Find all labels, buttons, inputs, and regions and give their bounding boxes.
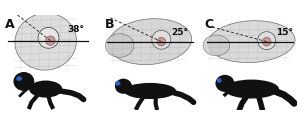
Ellipse shape bbox=[215, 75, 234, 92]
Ellipse shape bbox=[157, 37, 166, 46]
Ellipse shape bbox=[262, 37, 271, 46]
Text: B: B bbox=[104, 18, 114, 31]
Ellipse shape bbox=[203, 35, 230, 56]
Text: 15°: 15° bbox=[276, 28, 293, 37]
Text: C: C bbox=[204, 18, 213, 31]
Ellipse shape bbox=[124, 83, 176, 99]
Ellipse shape bbox=[38, 27, 59, 48]
Ellipse shape bbox=[105, 34, 134, 57]
Ellipse shape bbox=[14, 72, 34, 91]
Ellipse shape bbox=[152, 30, 171, 49]
Ellipse shape bbox=[258, 32, 276, 50]
Ellipse shape bbox=[224, 80, 279, 98]
Ellipse shape bbox=[29, 80, 62, 98]
Ellipse shape bbox=[217, 78, 222, 83]
Ellipse shape bbox=[115, 81, 121, 86]
Text: 25°: 25° bbox=[171, 28, 188, 37]
Text: 38°: 38° bbox=[68, 25, 85, 34]
Text: A: A bbox=[5, 18, 14, 31]
Ellipse shape bbox=[16, 76, 22, 81]
Ellipse shape bbox=[15, 13, 76, 70]
Ellipse shape bbox=[115, 79, 132, 94]
Ellipse shape bbox=[46, 36, 55, 45]
Ellipse shape bbox=[208, 21, 295, 63]
Ellipse shape bbox=[108, 19, 192, 65]
